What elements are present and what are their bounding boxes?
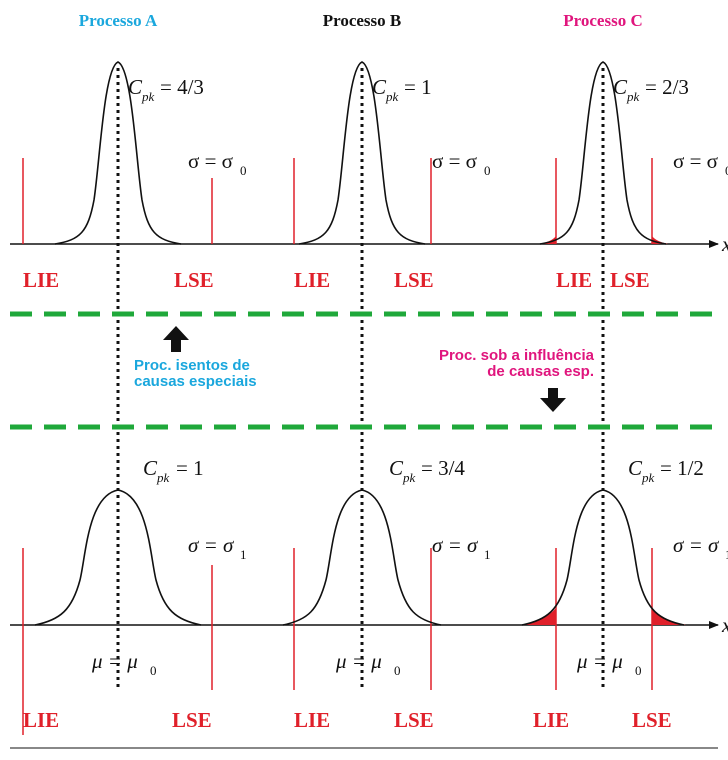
svg-text:pk: pk (402, 470, 416, 485)
sigma-label-c-top: σ = σ 0 (673, 149, 728, 178)
svg-text:pk: pk (141, 89, 155, 104)
svg-text:C: C (628, 456, 643, 480)
cpk-label-b-bottom: C pk = 3/4 (389, 456, 465, 485)
svg-text:= 1: = 1 (404, 75, 432, 99)
lie-label-c-top: LIE (556, 268, 592, 292)
header-process-c: Processo C (563, 11, 642, 30)
cpk-label-b-top: C pk = 1 (372, 75, 432, 104)
curve-c-top (539, 61, 667, 245)
lie-label-b-top: LIE (294, 268, 330, 292)
svg-text:0: 0 (635, 663, 642, 678)
svg-text:σ = σ: σ = σ (673, 533, 720, 557)
mu-label-c: μ = μ 0 (576, 649, 642, 678)
svg-text:1: 1 (240, 547, 247, 562)
sigma-label-a-top: σ = σ 0 (188, 149, 247, 178)
svg-text:μ = μ: μ = μ (576, 649, 623, 673)
cpk-label-c-top: C pk = 2/3 (613, 75, 689, 104)
lie-label-c-bottom: LIE (533, 708, 569, 732)
tail-c-bottom-right (652, 608, 686, 625)
lie-label-b-bottom: LIE (294, 708, 330, 732)
note-left-line2: causas especiais (134, 373, 257, 390)
curve-b-top (298, 61, 426, 245)
note-left-line1: Proc. isentos de (134, 357, 250, 374)
svg-text:1: 1 (725, 547, 728, 562)
svg-text:= 2/3: = 2/3 (645, 75, 689, 99)
svg-text:0: 0 (725, 163, 728, 178)
lse-label-c-top: LSE (610, 268, 650, 292)
lse-label-b-top: LSE (394, 268, 434, 292)
svg-text:C: C (372, 75, 387, 99)
mu-label-b: μ = μ 0 (335, 649, 401, 678)
mu-label-a: μ = μ 0 (91, 649, 157, 678)
header-process-a: Processo A (79, 11, 158, 30)
sigma-label-c-bottom: σ = σ 1 (673, 533, 728, 562)
svg-text:0: 0 (150, 663, 157, 678)
arrow-down-icon (540, 388, 566, 412)
axis-top-label: x (721, 232, 728, 256)
svg-text:0: 0 (240, 163, 247, 178)
svg-text:C: C (613, 75, 628, 99)
lse-label-b-bottom: LSE (394, 708, 434, 732)
svg-text:= 3/4: = 3/4 (421, 456, 465, 480)
sigma-label-b-bottom: σ = σ 1 (432, 533, 491, 562)
svg-text:pk: pk (156, 470, 170, 485)
svg-text:C: C (143, 456, 158, 480)
svg-text:σ = σ: σ = σ (432, 533, 479, 557)
lse-label-a-bottom: LSE (172, 708, 212, 732)
arrow-up-icon (163, 326, 189, 352)
svg-text:σ = σ: σ = σ (188, 149, 233, 173)
svg-text:μ = μ: μ = μ (335, 649, 382, 673)
cpk-label-a-top: C pk = 4/3 (128, 75, 204, 104)
lse-label-c-bottom: LSE (632, 708, 672, 732)
curve-c-bottom (521, 489, 685, 626)
note-right-line1: Proc. sob a influência (439, 347, 595, 364)
svg-text:= 1/2: = 1/2 (660, 456, 704, 480)
curve-a-bottom (34, 489, 202, 626)
tail-c-bottom-left (522, 608, 556, 625)
svg-text:σ = σ: σ = σ (673, 149, 718, 173)
cpk-label-c-bottom: C pk = 1/2 (628, 456, 704, 485)
axis-bottom-label: x (721, 613, 728, 637)
svg-text:σ = σ: σ = σ (432, 149, 477, 173)
lie-label-a-top: LIE (23, 268, 59, 292)
svg-text:C: C (389, 456, 404, 480)
svg-text:0: 0 (394, 663, 401, 678)
svg-text:= 1: = 1 (176, 456, 204, 480)
lse-label-a-top: LSE (174, 268, 214, 292)
svg-text:σ = σ: σ = σ (188, 533, 235, 557)
note-right-line2: de causas esp. (487, 363, 594, 380)
svg-text:pk: pk (626, 89, 640, 104)
svg-text:1: 1 (484, 547, 491, 562)
lie-label-a-bottom: LIE (23, 708, 59, 732)
sigma-label-b-top: σ = σ 0 (432, 149, 491, 178)
header-process-b: Processo B (323, 11, 402, 30)
svg-text:C: C (128, 75, 143, 99)
svg-text:pk: pk (641, 470, 655, 485)
curve-b-bottom (282, 489, 442, 626)
svg-text:μ = μ: μ = μ (91, 649, 138, 673)
curve-a-top (54, 61, 182, 245)
svg-text:0: 0 (484, 163, 491, 178)
svg-text:pk: pk (385, 89, 399, 104)
cpk-label-a-bottom: C pk = 1 (143, 456, 204, 485)
svg-text:= 4/3: = 4/3 (160, 75, 204, 99)
sigma-label-a-bottom: σ = σ 1 (188, 533, 247, 562)
